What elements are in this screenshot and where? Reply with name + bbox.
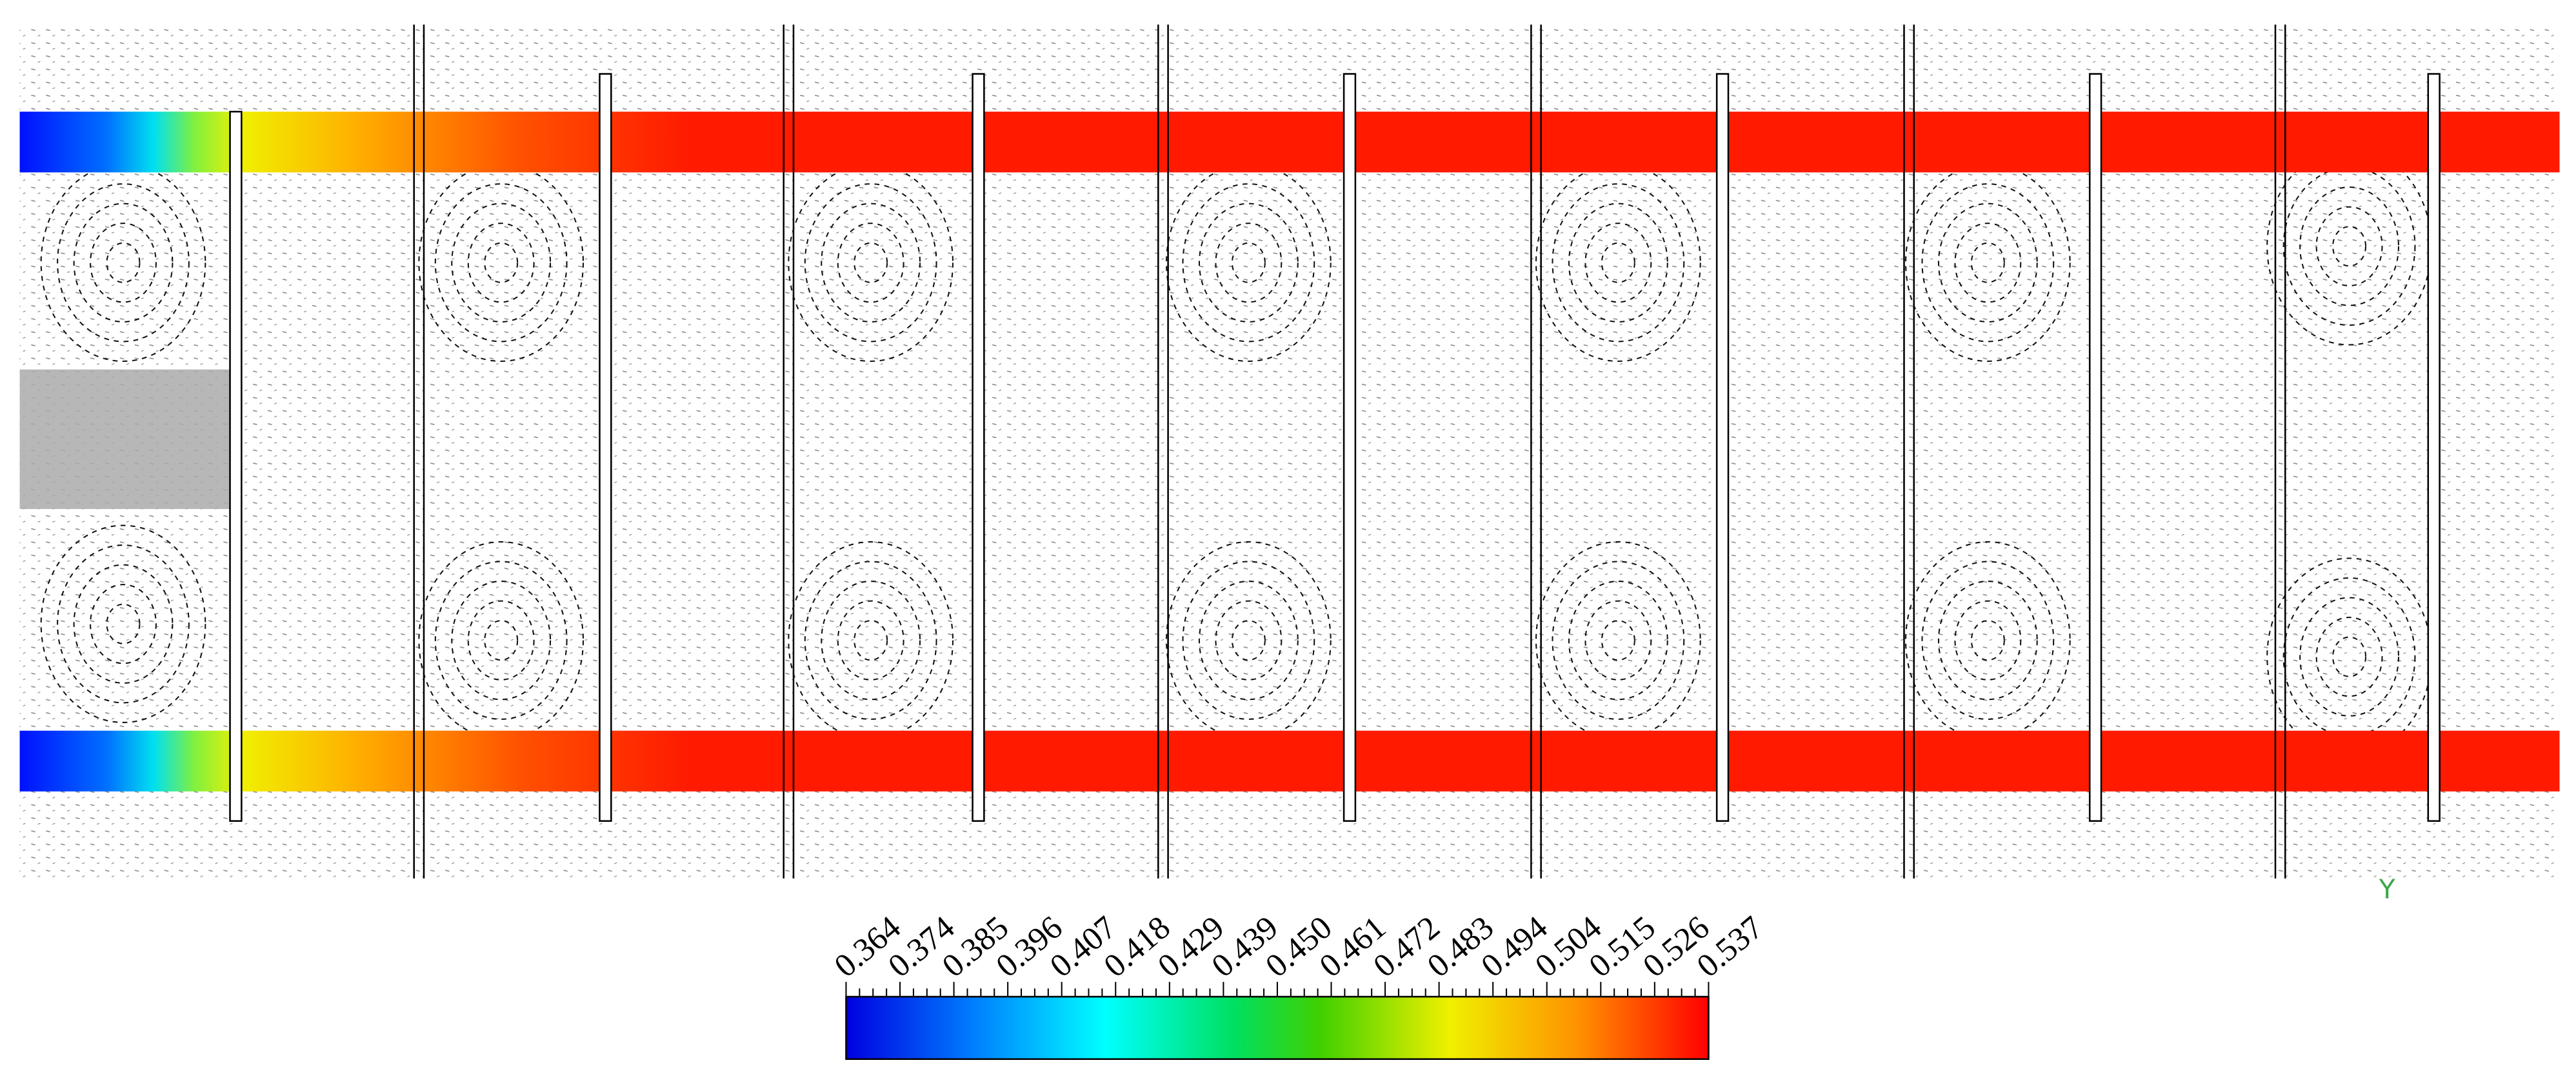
vortex-ring — [1231, 620, 1266, 661]
vortex-ring — [837, 223, 904, 303]
vortex-ring — [434, 561, 568, 720]
vortex-ring — [837, 600, 904, 681]
vortex-ring — [1937, 581, 2038, 701]
vortex-ring — [1182, 183, 1315, 343]
vortex-ring — [1182, 561, 1315, 720]
vortex-ring — [1970, 620, 2005, 661]
vortex-ring — [804, 561, 937, 720]
vortex-ring — [467, 223, 535, 303]
baffle — [229, 110, 243, 822]
vortex-ring — [2315, 617, 2383, 697]
flow-domain — [19, 25, 2560, 879]
vortex-ring — [484, 242, 519, 283]
vortex-ring — [1215, 600, 1283, 681]
colorbar: 0.3640.3740.3850.3960.4070.4180.4290.439… — [828, 910, 1770, 1061]
vortex-ring — [1601, 242, 1635, 283]
vortex-ring — [2282, 577, 2416, 737]
vortex-ring — [434, 183, 568, 343]
vortex-ring — [1231, 242, 1266, 283]
bottom-channel — [19, 730, 2560, 792]
vortex-ring — [1584, 600, 1652, 681]
vortex-ring — [1552, 561, 1685, 720]
walls — [229, 25, 2441, 879]
vortex-ring — [1954, 223, 2022, 303]
top-channel — [19, 112, 2560, 173]
baffle — [2427, 73, 2441, 822]
vortex-ring — [2299, 597, 2399, 717]
vortex-ring — [40, 524, 206, 723]
vortex-ring — [1568, 203, 1668, 323]
inlet-jet — [19, 369, 242, 510]
colorbar-ticks: 0.3640.3740.3850.3960.4070.4180.4290.439… — [828, 910, 1770, 997]
vortex-ring — [106, 603, 141, 644]
vortex-ring — [484, 620, 519, 661]
vortex-ring — [106, 242, 141, 283]
vortex-ring — [2332, 226, 2367, 267]
baffle — [1343, 73, 1357, 822]
vortex-ring — [57, 544, 190, 704]
vortex-ring — [1568, 581, 1668, 701]
vortex-ring — [854, 242, 888, 283]
vortex-ring — [821, 581, 921, 701]
vortex-ring — [1921, 561, 2055, 720]
vortex-ring — [90, 223, 157, 303]
baffle — [599, 73, 612, 822]
vortex-ring — [1552, 183, 1685, 343]
vortex-ring — [2299, 186, 2399, 306]
vortex-ring — [2282, 166, 2416, 326]
vortex-ring — [1198, 203, 1299, 323]
vortex-ring — [451, 203, 552, 323]
vortex-ring — [1954, 600, 2022, 681]
baffle — [1715, 73, 1730, 822]
vortex-ring — [1601, 620, 1635, 661]
vortex-ring — [467, 600, 535, 681]
vortex-ring — [1937, 203, 2038, 323]
vortex-ring — [451, 581, 552, 701]
vortex-ring — [90, 584, 157, 664]
vortex-ring — [821, 203, 921, 323]
vortex-ring — [73, 564, 174, 684]
vortex-ring — [2332, 636, 2367, 677]
vortex-ring — [73, 203, 174, 323]
vortex-ring — [1215, 223, 1283, 303]
vortex-ring — [1584, 223, 1652, 303]
vortex-ring — [854, 620, 888, 661]
vortex-ring — [1921, 183, 2055, 343]
baffle — [2088, 73, 2102, 822]
vortex-ring — [2315, 206, 2383, 286]
axis-label: Y — [2379, 873, 2395, 904]
vortex-ring — [1970, 242, 2005, 283]
vortex-ring — [804, 183, 937, 343]
baffle — [972, 73, 985, 822]
colorbar-scale — [845, 995, 1710, 1061]
vortex-ring — [1198, 581, 1299, 701]
vortex-ring — [57, 183, 190, 343]
